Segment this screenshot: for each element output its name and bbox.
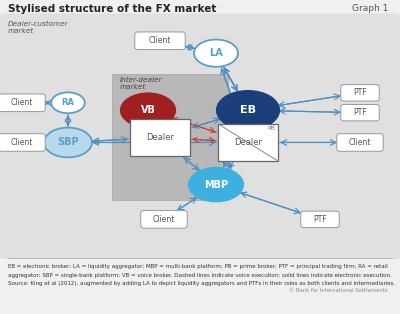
- Circle shape: [44, 127, 92, 157]
- Text: Client: Client: [149, 36, 171, 45]
- Text: Client: Client: [153, 215, 175, 224]
- Circle shape: [189, 168, 243, 202]
- Text: aggregator; SBP = single-bank platform; VB = voice broker. Dashed lines indicate: aggregator; SBP = single-bank platform; …: [8, 273, 392, 278]
- Text: VB: VB: [140, 105, 156, 115]
- Text: © Bank for International Settlements: © Bank for International Settlements: [289, 288, 388, 293]
- Text: Client: Client: [349, 138, 371, 147]
- Circle shape: [194, 40, 238, 67]
- Text: Client: Client: [11, 98, 33, 107]
- Text: Graph 1: Graph 1: [352, 4, 388, 13]
- FancyBboxPatch shape: [337, 134, 383, 151]
- Text: Client: Client: [11, 138, 33, 147]
- FancyBboxPatch shape: [218, 124, 278, 161]
- Text: PTF: PTF: [353, 108, 367, 117]
- Text: PTF: PTF: [313, 215, 327, 224]
- Circle shape: [51, 92, 85, 113]
- FancyBboxPatch shape: [0, 94, 45, 111]
- Text: Stylised structure of the FX market: Stylised structure of the FX market: [8, 4, 216, 14]
- FancyBboxPatch shape: [130, 119, 190, 156]
- FancyBboxPatch shape: [0, 14, 400, 259]
- Text: Dealer: Dealer: [234, 138, 262, 147]
- Text: Dealer-customer
market: Dealer-customer market: [8, 21, 69, 34]
- Text: EB = electronic broker; LA = liquidity aggregator; MBP = multi-bank platform; PB: EB = electronic broker; LA = liquidity a…: [8, 264, 388, 269]
- Text: Source: King et al (2012), augmented by adding LA to depict liquidity aggregator: Source: King et al (2012), augmented by …: [8, 281, 395, 286]
- FancyBboxPatch shape: [135, 32, 185, 50]
- FancyBboxPatch shape: [341, 85, 379, 101]
- Text: LA: LA: [209, 48, 223, 58]
- Text: PTF: PTF: [353, 88, 367, 97]
- Circle shape: [121, 93, 175, 127]
- Text: EB: EB: [240, 105, 256, 115]
- FancyBboxPatch shape: [141, 211, 187, 228]
- Text: RA: RA: [62, 98, 74, 107]
- FancyBboxPatch shape: [112, 74, 228, 199]
- Text: PB: PB: [267, 126, 275, 131]
- Text: Inter-dealer
market: Inter-dealer market: [120, 77, 162, 90]
- FancyBboxPatch shape: [341, 105, 379, 121]
- Text: Dealer: Dealer: [146, 133, 174, 142]
- Text: SBP: SBP: [57, 138, 79, 148]
- Circle shape: [217, 91, 279, 130]
- Text: MBP: MBP: [204, 180, 228, 190]
- FancyBboxPatch shape: [0, 134, 45, 151]
- FancyBboxPatch shape: [301, 211, 339, 228]
